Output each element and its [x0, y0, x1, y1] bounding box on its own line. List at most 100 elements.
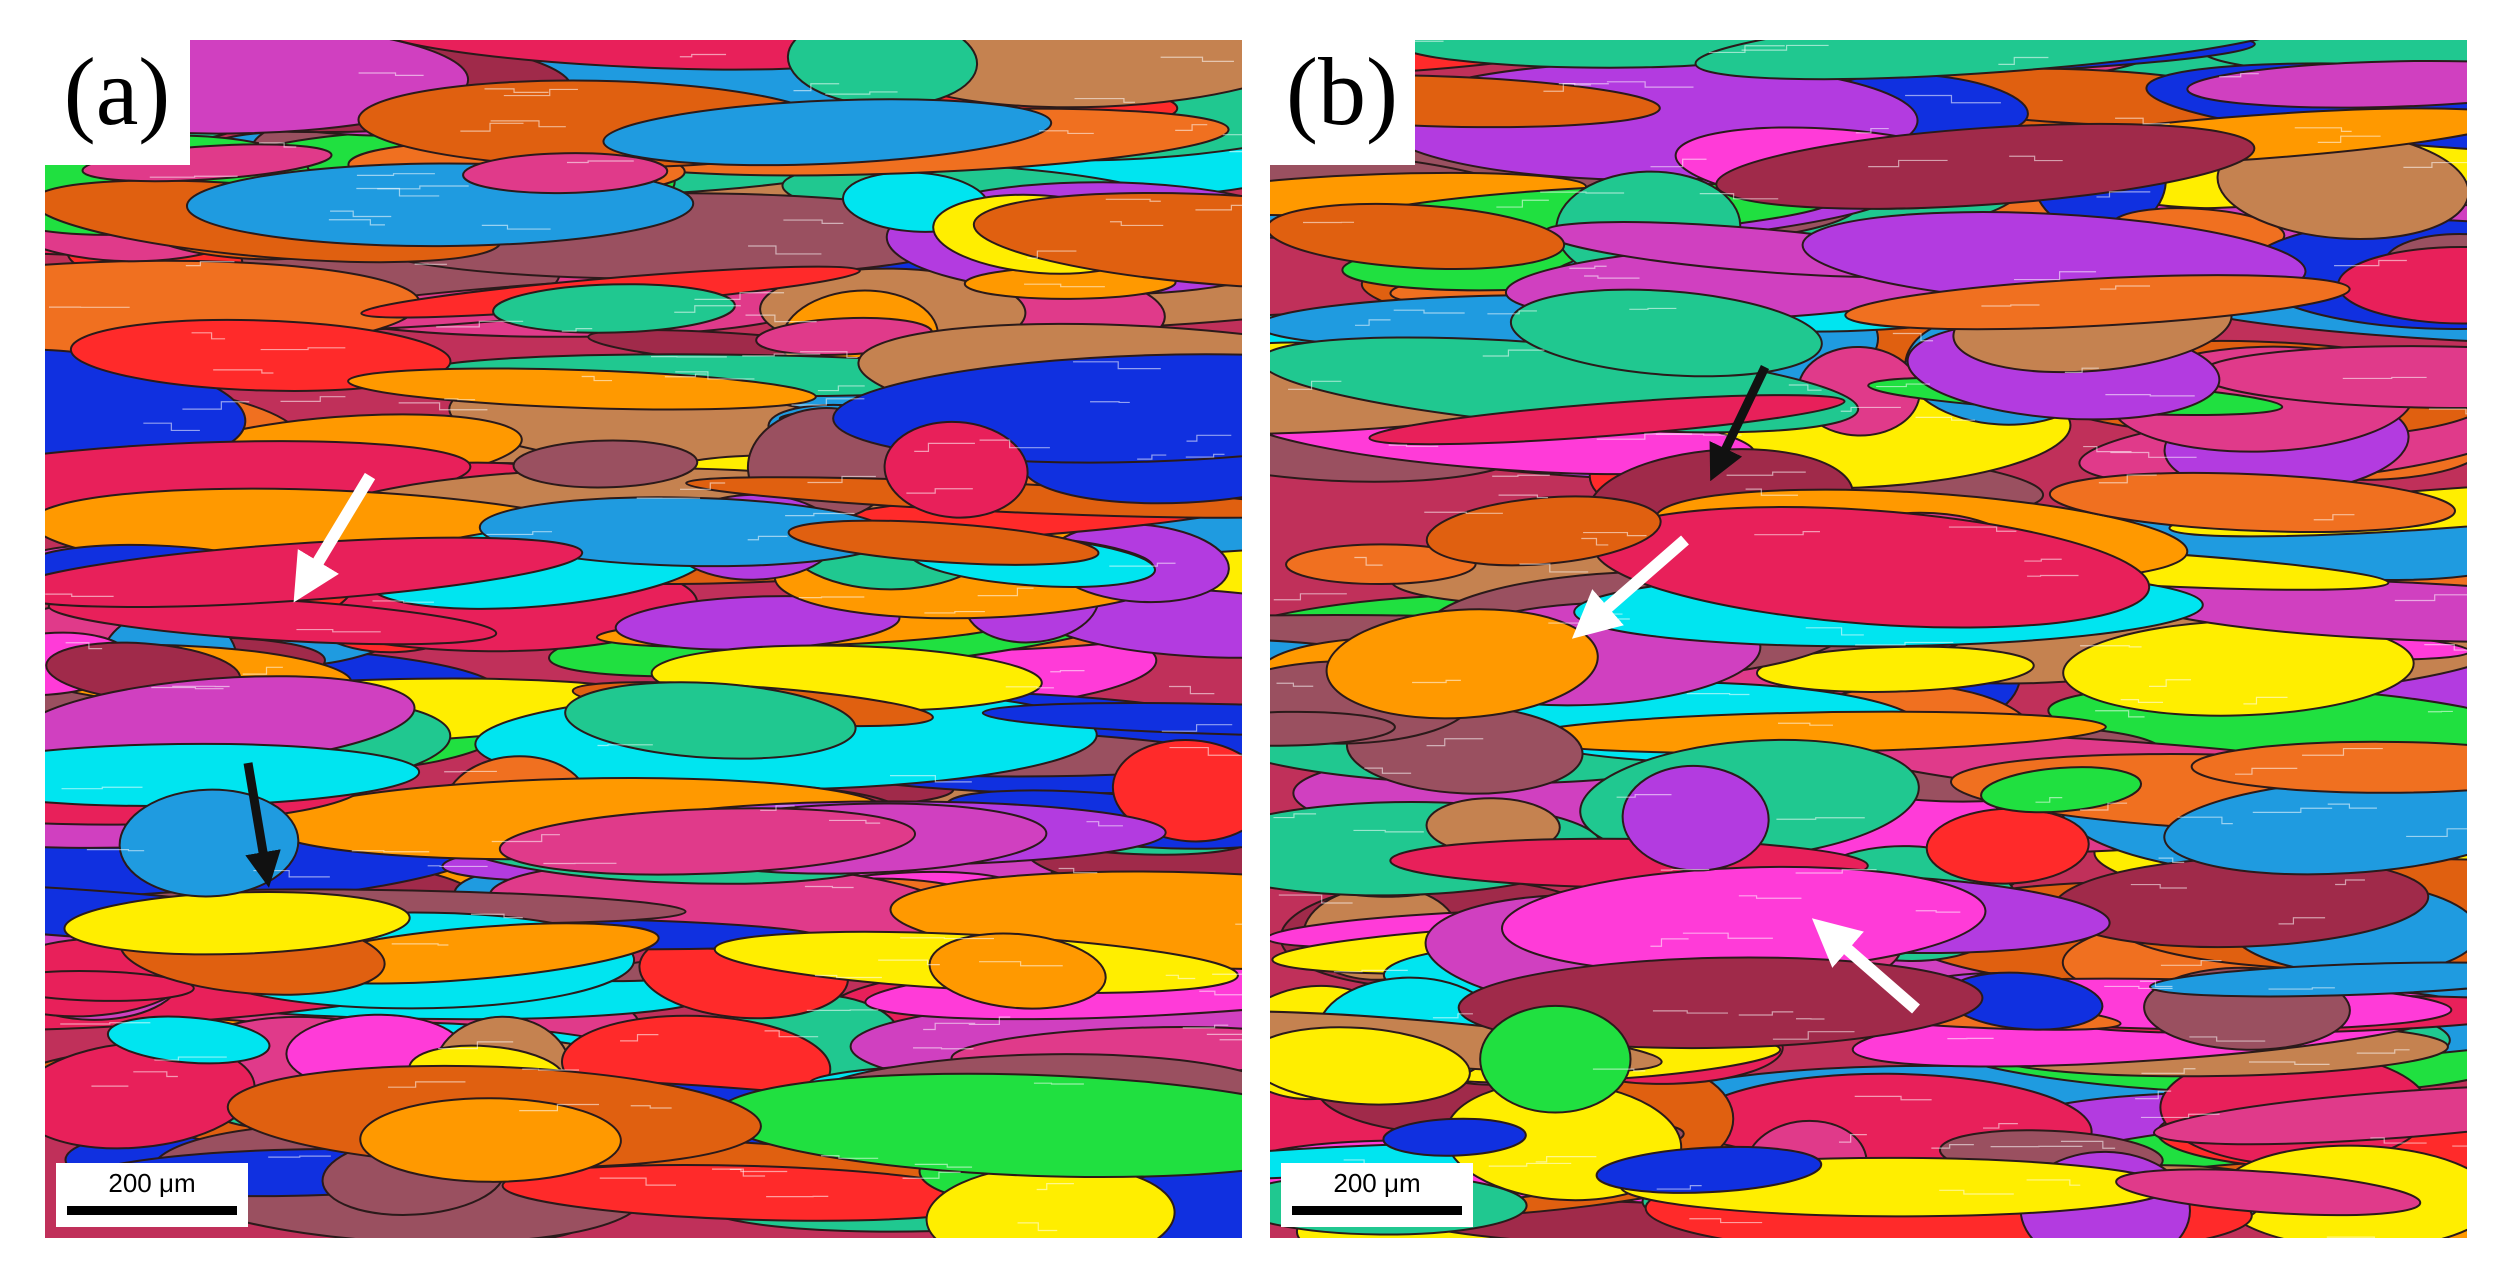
grain	[787, 519, 1100, 566]
boundary-trace	[2278, 917, 2326, 925]
boundary-trace	[807, 475, 876, 484]
boundary-trace	[280, 396, 346, 402]
grain	[45, 970, 195, 1002]
boundary-trace	[821, 1155, 879, 1159]
boundary-trace	[1364, 767, 1412, 774]
boundary-trace	[1915, 910, 1961, 913]
boundary-trace	[1074, 97, 1135, 103]
boundary-trace	[2158, 857, 2185, 863]
label-box	[1270, 40, 1415, 165]
boundary-trace	[694, 292, 785, 301]
arrow	[1571, 535, 1689, 639]
boundary-trace	[1584, 275, 1640, 279]
boundary-trace	[1024, 283, 1105, 288]
boundary-trace	[2064, 367, 2099, 373]
boundary-trace	[679, 53, 727, 58]
boundary-trace	[1199, 990, 1242, 996]
boundary-trace	[1535, 1156, 1597, 1163]
boundary-trace	[2083, 445, 2132, 453]
boundary-trace	[745, 314, 817, 323]
boundary-trace	[2080, 802, 2128, 811]
boundary-trace	[1169, 746, 1242, 756]
boundary-trace	[1788, 384, 1822, 391]
grain	[69, 318, 452, 392]
boundary-trace	[829, 819, 881, 824]
panel-label: (a)	[64, 38, 171, 145]
grain	[1368, 394, 1846, 446]
grain	[2152, 1084, 2467, 1146]
grain	[928, 932, 1107, 1010]
boundary-trace	[1854, 1095, 1932, 1101]
boundary-trace	[1876, 383, 1931, 388]
boundary-trace	[1682, 932, 1773, 939]
boundary-trace	[1333, 969, 1408, 973]
boundary-trace	[1288, 380, 1342, 390]
boundary-trace	[1540, 191, 1625, 194]
boundary-trace	[1855, 127, 1889, 134]
boundary-trace	[914, 1163, 973, 1168]
boundary-trace	[1805, 627, 1864, 636]
boundary-trace	[1840, 406, 1901, 412]
boundary-trace	[1745, 488, 1798, 496]
boundary-trace	[1868, 159, 1948, 168]
boundary-trace	[460, 122, 524, 132]
boundary-trace	[151, 686, 224, 690]
boundary-trace	[1983, 1122, 2018, 1129]
boundary-trace	[522, 1068, 580, 1071]
boundary-trace	[729, 1168, 788, 1173]
boundary-trace	[1109, 221, 1164, 227]
grain	[1980, 766, 2143, 814]
boundary-trace	[1948, 526, 2017, 532]
boundary-trace	[491, 834, 560, 843]
boundary-trace	[2313, 514, 2355, 521]
grain	[602, 98, 1053, 167]
boundary-trace	[1027, 250, 1077, 259]
boundary-trace	[902, 1171, 961, 1179]
grain	[512, 439, 699, 489]
boundary-trace	[913, 1047, 974, 1050]
boundary-trace	[1058, 867, 1098, 874]
ebsd-map	[45, 40, 1242, 1238]
boundary-trace	[680, 482, 726, 490]
boundary-trace	[2252, 807, 2333, 814]
boundary-trace	[2268, 987, 2335, 990]
boundary-trace	[191, 332, 226, 340]
boundary-trace	[133, 1071, 178, 1078]
boundary-trace	[259, 142, 297, 148]
boundary-trace	[1206, 1033, 1242, 1035]
boundary-trace	[2294, 127, 2352, 133]
arrow	[293, 472, 376, 603]
boundary-trace	[1772, 1031, 1855, 1040]
boundary-trace	[785, 512, 855, 517]
boundary-trace	[2120, 698, 2163, 704]
grain	[1844, 274, 2351, 331]
boundary-trace	[1905, 94, 2001, 104]
grain	[1479, 1004, 1632, 1114]
boundary-trace	[1050, 670, 1085, 673]
boundary-trace	[1606, 81, 1694, 88]
boundary-trace	[1393, 309, 1465, 314]
boundary-trace	[185, 261, 235, 267]
boundary-trace	[1656, 1185, 1702, 1190]
boundary-trace	[1498, 494, 1548, 499]
boundary-trace	[2027, 574, 2079, 577]
boundary-trace	[1354, 556, 1383, 566]
boundary-trace	[1229, 151, 1242, 153]
boundary-trace	[804, 885, 854, 889]
boundary-trace	[1931, 1144, 1974, 1149]
boundary-trace	[2243, 696, 2288, 705]
grain	[1621, 764, 1770, 872]
boundary-trace	[1998, 56, 2049, 65]
boundary-trace	[1581, 537, 1609, 546]
boundary-trace	[2009, 155, 2063, 162]
boundary-trace	[1039, 130, 1094, 135]
boundary-trace	[470, 913, 523, 919]
boundary-trace	[2335, 879, 2365, 886]
boundary-trace	[427, 865, 488, 868]
boundary-trace	[906, 488, 973, 494]
boundary-trace	[2098, 474, 2157, 484]
boundary-trace	[436, 320, 524, 328]
boundary-trace	[2235, 767, 2298, 775]
boundary-trace	[356, 173, 435, 176]
boundary-trace	[1738, 895, 1802, 899]
